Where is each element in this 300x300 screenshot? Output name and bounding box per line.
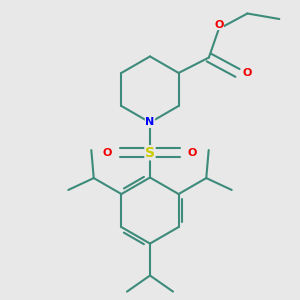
Text: N: N [146, 118, 154, 128]
Text: O: O [243, 68, 252, 78]
Text: O: O [103, 148, 112, 158]
Text: S: S [145, 146, 155, 160]
Text: O: O [214, 20, 224, 29]
Text: O: O [188, 148, 197, 158]
